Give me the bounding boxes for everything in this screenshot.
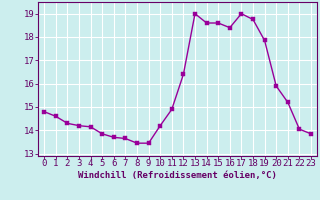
- X-axis label: Windchill (Refroidissement éolien,°C): Windchill (Refroidissement éolien,°C): [78, 171, 277, 180]
